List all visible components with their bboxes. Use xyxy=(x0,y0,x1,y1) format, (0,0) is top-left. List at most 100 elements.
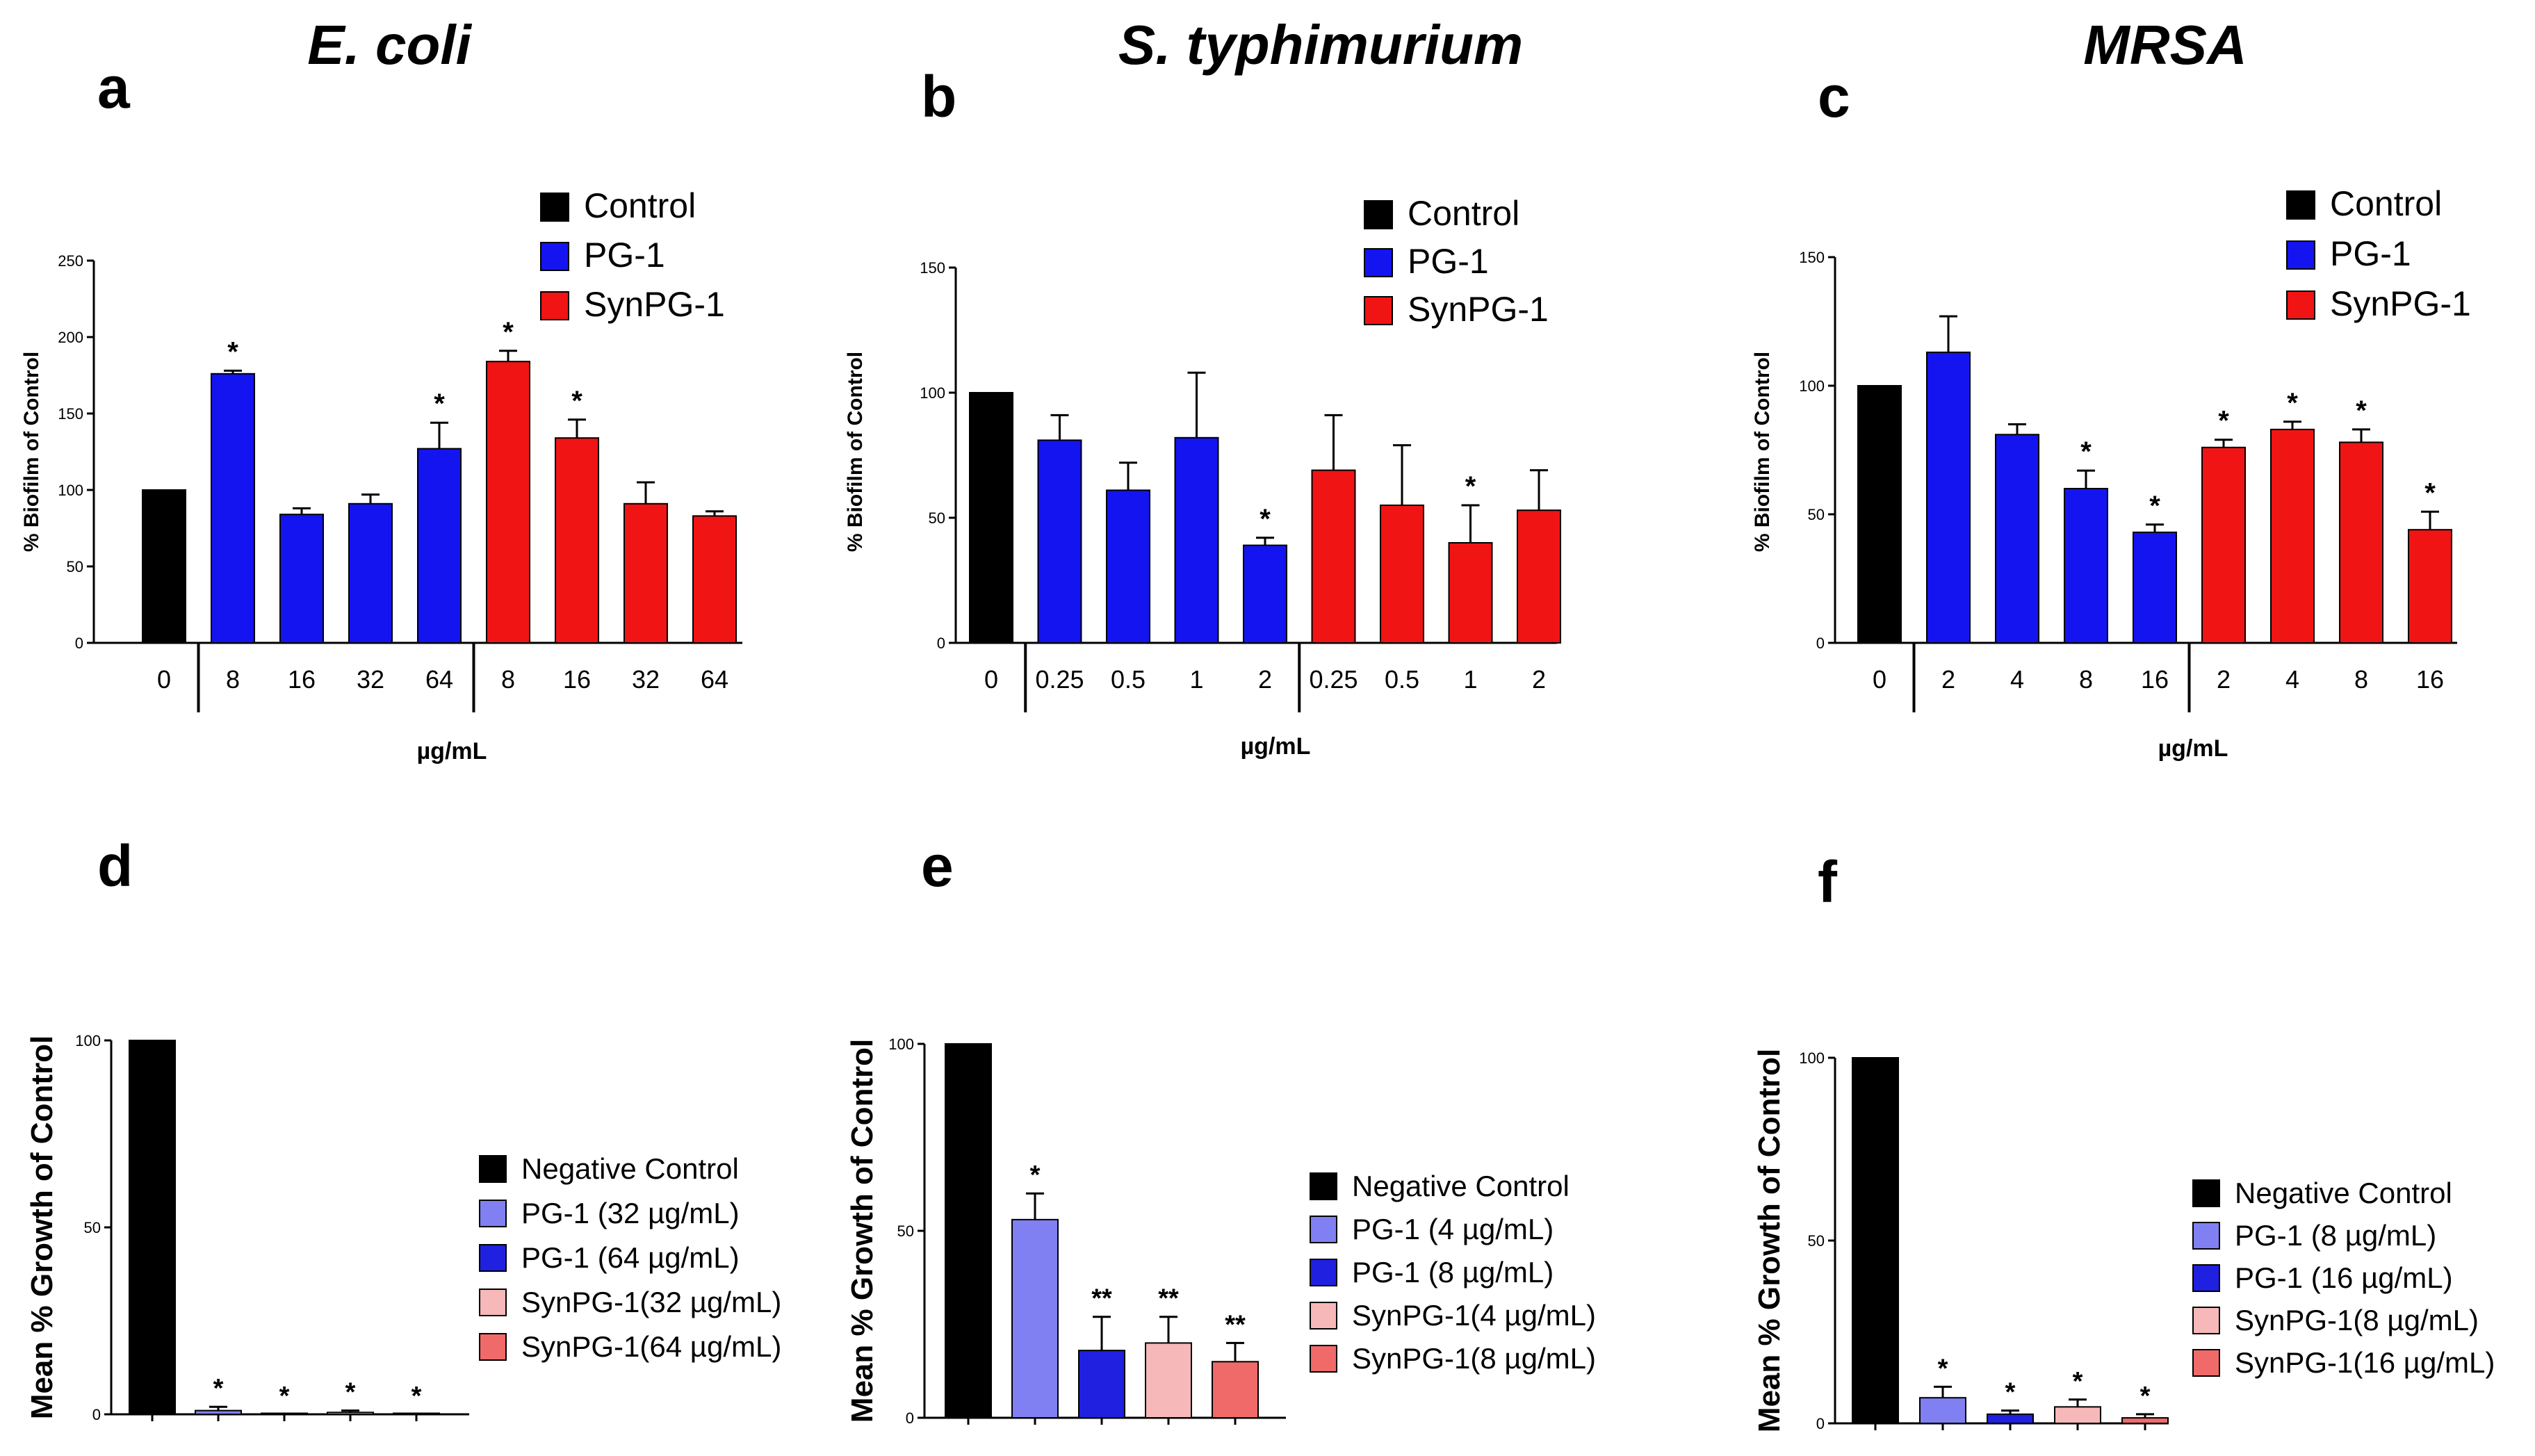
legend-swatch xyxy=(1310,1302,1337,1330)
growth-chart-ecoli: 0 50 100 Mean % Growth of Control * * * * Negati… xyxy=(25,1032,781,1423)
legend-swatch xyxy=(479,1333,507,1361)
significance-marker: * xyxy=(2149,491,2160,521)
significance-marker: ** xyxy=(1091,1284,1112,1314)
y-axis-title: Mean % Growth of Control xyxy=(25,1036,59,1419)
legend-label: Negative Control xyxy=(2235,1177,2452,1209)
x-axis-unit: µg/mL xyxy=(2158,735,2228,762)
bar xyxy=(623,502,668,644)
x-tick-label: 0.25 xyxy=(1309,665,1358,694)
x-tick-label: 2 xyxy=(1532,665,1546,694)
bar xyxy=(2201,446,2246,644)
significance-marker: * xyxy=(2140,1382,2151,1411)
legend-swatch xyxy=(1364,296,1393,325)
panel-letter-f: f xyxy=(1818,849,1838,915)
y-tick-label: 100 xyxy=(888,1036,914,1053)
bar xyxy=(195,1409,242,1415)
x-tick-label: 1 xyxy=(1463,665,1477,694)
legend-label: PG-1 (32 µg/mL) xyxy=(521,1197,740,1229)
legend-label: PG-1 (64 µg/mL) xyxy=(521,1241,740,1274)
growth-chart-mrsa: 0 50 100 Mean % Growth of Control * * * * Negati… xyxy=(1752,1049,2495,1432)
bar xyxy=(2408,529,2452,644)
bar xyxy=(1448,542,1493,644)
bar xyxy=(1987,1413,2034,1424)
legend-label: SynPG-1(32 µg/mL) xyxy=(521,1286,781,1318)
legend-swatch xyxy=(1364,248,1393,277)
panel-letter-c: c xyxy=(1818,64,1850,129)
x-tick-label: 8 xyxy=(2354,665,2368,694)
bar xyxy=(1078,1350,1125,1419)
y-tick-label: 150 xyxy=(58,405,83,423)
legend-swatch xyxy=(540,193,569,222)
significance-marker: * xyxy=(1465,471,1476,502)
y-tick-label: 0 xyxy=(75,635,83,652)
y-tick-label: 150 xyxy=(920,259,945,277)
legend-label: SynPG-1 xyxy=(2330,284,2471,323)
legend-swatch xyxy=(479,1244,507,1272)
bar xyxy=(555,437,599,644)
biofilm-chart-ecoli: 0 50 100 150 200 250 % Biofilm of Control 0 * 8 16… xyxy=(20,186,742,764)
bar xyxy=(1106,489,1150,644)
bar xyxy=(1311,469,1356,644)
legend-swatch xyxy=(1364,200,1393,229)
y-tick-label: 100 xyxy=(920,384,945,402)
bar xyxy=(1212,1361,1259,1419)
y-tick-label: 0 xyxy=(92,1406,101,1423)
y-tick-label: 50 xyxy=(84,1219,101,1236)
bar xyxy=(2064,488,2108,644)
legend-swatch xyxy=(2286,240,2315,270)
bar xyxy=(393,1412,440,1415)
x-tick-label: 16 xyxy=(2141,665,2169,694)
y-axis-title: Mean % Growth of Control xyxy=(845,1039,879,1423)
y-tick-label: 100 xyxy=(58,482,83,499)
legend-swatch xyxy=(1310,1172,1337,1200)
legend-label: PG-1 (8 µg/mL) xyxy=(1352,1256,1554,1289)
x-tick-label: 4 xyxy=(2010,665,2024,694)
bar xyxy=(417,448,462,644)
significance-marker: * xyxy=(2080,436,2092,467)
y-tick-label: 50 xyxy=(1808,1232,1825,1250)
legend-swatch xyxy=(1310,1259,1337,1286)
x-tick-label: 0 xyxy=(984,665,998,694)
legend-swatch xyxy=(2192,1307,2220,1334)
legend-label: Control xyxy=(2330,184,2442,223)
x-tick-label: 8 xyxy=(501,665,515,694)
y-tick-label: 0 xyxy=(1816,1415,1825,1432)
bar xyxy=(2054,1406,2101,1424)
significance-marker: * xyxy=(213,1374,224,1403)
significance-marker: * xyxy=(1260,504,1271,534)
bar xyxy=(261,1412,308,1415)
bar xyxy=(692,515,737,644)
x-tick-label: 32 xyxy=(632,665,660,694)
significance-marker: * xyxy=(227,336,238,367)
legend-swatch xyxy=(1310,1345,1337,1373)
legend-label: PG-1 xyxy=(584,236,665,275)
bar xyxy=(486,361,530,644)
legend-label: SynPG-1 xyxy=(1408,290,1549,329)
x-tick-label: 0.5 xyxy=(1111,665,1146,694)
x-tick-label: 4 xyxy=(2285,665,2299,694)
significance-marker: ** xyxy=(1225,1310,1246,1339)
y-tick-label: 50 xyxy=(67,558,83,575)
organism-title-a: E. coli xyxy=(307,14,472,76)
biofilm-chart-styphimurium: 0 50 100 150 % Biofilm of Control 0 0.25 0.5 1 * 2… xyxy=(844,194,1561,760)
significance-marker: ** xyxy=(1158,1284,1179,1314)
x-axis-unit: µg/mL xyxy=(417,738,487,764)
significance-marker: * xyxy=(571,386,582,416)
legend-label: Control xyxy=(1408,194,1519,233)
x-tick-label: 64 xyxy=(425,665,453,694)
legend-swatch xyxy=(1310,1216,1337,1243)
panel-letter-b: b xyxy=(921,64,956,129)
y-tick-label: 50 xyxy=(929,509,945,527)
panel-letter-e: e xyxy=(921,833,954,899)
significance-marker: * xyxy=(2073,1367,2083,1396)
bar xyxy=(142,489,186,644)
bar xyxy=(1517,509,1561,644)
bar xyxy=(1037,439,1082,644)
y-tick-label: 0 xyxy=(906,1409,914,1427)
organism-title-b: S. typhimurium xyxy=(1118,14,1523,76)
bar xyxy=(2339,441,2383,644)
y-axis-title: % Biofilm of Control xyxy=(844,352,867,552)
bar xyxy=(1174,436,1219,644)
legend-swatch xyxy=(2192,1349,2220,1377)
y-axis-title: % Biofilm of Control xyxy=(20,352,43,552)
